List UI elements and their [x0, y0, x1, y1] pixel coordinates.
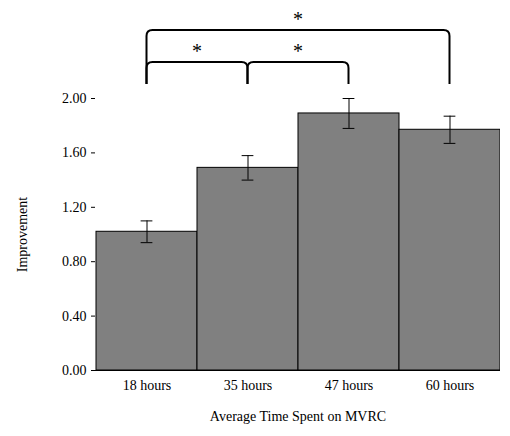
svg-text:*: *: [192, 40, 202, 62]
svg-text:1.60: 1.60: [62, 145, 87, 160]
svg-text:18 hours: 18 hours: [123, 378, 172, 393]
svg-text:0.00: 0.00: [62, 363, 87, 378]
svg-text:*: *: [293, 40, 303, 62]
svg-text:1.20: 1.20: [62, 200, 87, 215]
svg-text:*: *: [293, 8, 303, 30]
svg-text:Improvement: Improvement: [15, 197, 30, 273]
svg-text:0.80: 0.80: [62, 254, 87, 269]
svg-text:2.00: 2.00: [62, 91, 87, 106]
svg-text:0.40: 0.40: [62, 309, 87, 324]
svg-text:35 hours: 35 hours: [224, 378, 273, 393]
svg-text:47 hours: 47 hours: [325, 378, 374, 393]
svg-text:Average Time Spent on MVRC: Average Time Spent on MVRC: [210, 409, 386, 424]
svg-text:60 hours: 60 hours: [426, 378, 475, 393]
